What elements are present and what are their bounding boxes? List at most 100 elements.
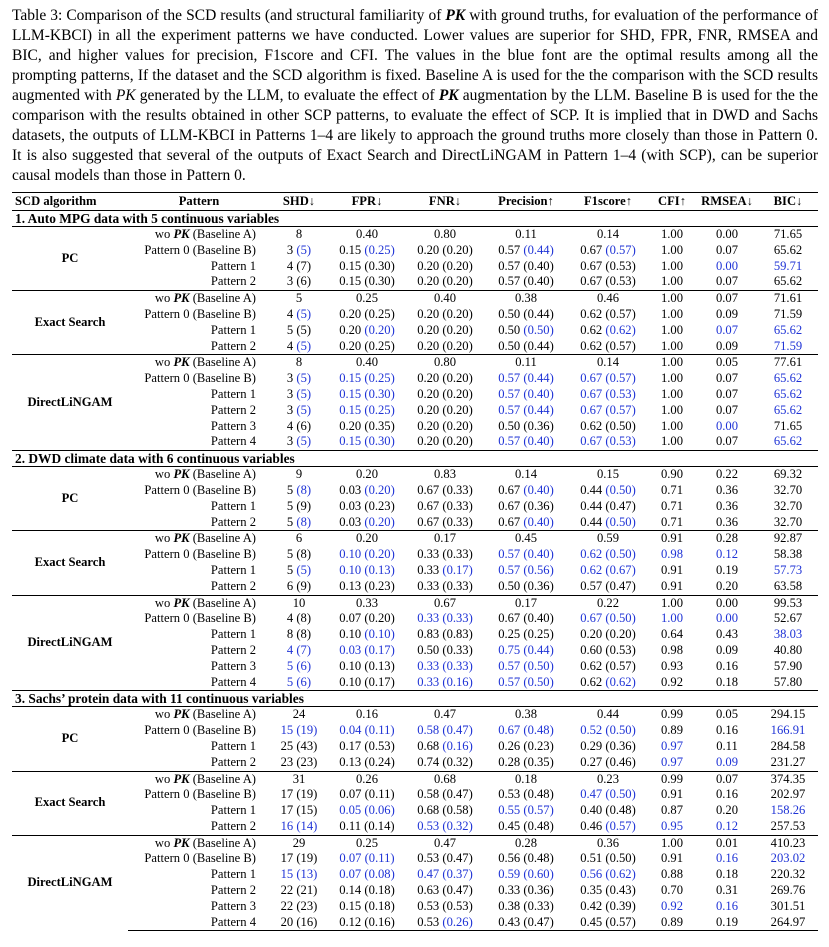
value-cell: 0.57 (0.47) xyxy=(580,578,636,593)
pattern-cell: Pattern 1 xyxy=(210,562,256,577)
value-cell: 0.97 xyxy=(648,739,696,755)
pattern-cell: Pattern 2 xyxy=(210,578,256,593)
table-row: Pattern 0 (Baseline B) 15 (19) 0.04 (0.11)… xyxy=(12,723,818,739)
value-cell: 0.38 xyxy=(514,707,538,722)
optimal-value: 57.73 xyxy=(773,562,803,577)
pattern-cell: Pattern 0 (Baseline B) xyxy=(144,242,256,257)
value-cell: 0.15 (0.25) xyxy=(328,403,406,419)
value-cell: 65.62 xyxy=(758,403,818,419)
optimal-value: (5) xyxy=(296,242,312,257)
value-cell: 5 (6) xyxy=(270,675,328,691)
value-cell: 0.83 (0.83) xyxy=(417,627,473,642)
value-cell: 0.62 (0.62) xyxy=(580,322,636,337)
value-cell: 1.00 xyxy=(648,354,696,372)
value-cell: 269.76 xyxy=(770,883,806,898)
pattern-cell: Pattern 1 xyxy=(210,738,256,753)
value-cell: 0.00 xyxy=(696,259,758,275)
value-cell: 0.51 (0.50) xyxy=(580,851,636,866)
value-cell: 0.09 xyxy=(715,306,739,321)
value-cell: 0.16 xyxy=(715,723,739,738)
optimal-value: 0.75 (0.44) xyxy=(498,642,554,657)
optimal-value: (0.20) xyxy=(364,514,395,529)
pattern-cell: Pattern 1 xyxy=(210,322,256,337)
optimal-value: 0.67 (0.57) xyxy=(580,371,636,386)
value-cell: 0.00 xyxy=(696,419,758,435)
section-title: 3. Sachs’ protein data with 11 continuou… xyxy=(12,690,818,708)
value-cell: 0.71 xyxy=(660,514,684,529)
value-cell: 0.50 (0.36) xyxy=(498,578,554,593)
optimal-value: 0.33 (0.33) xyxy=(417,658,473,673)
pattern-cell: Pattern 4 xyxy=(128,914,270,932)
value-cell: 0.01 xyxy=(696,834,758,852)
value-cell: 0.57 (0.40) xyxy=(498,274,554,289)
table-row: Pattern 4 20 (16) 0.12 (0.16) 0.53 (0.26) 0.… xyxy=(12,914,818,932)
optimal-value: 158.26 xyxy=(770,803,806,818)
value-cell: 0.07 xyxy=(715,434,739,449)
optimal-value: 0.57 (0.50) xyxy=(498,674,554,689)
value-cell: 0.20 (0.20) xyxy=(417,242,473,257)
value-cell: 0.20 xyxy=(715,578,739,593)
pattern-cell: Pattern 0 (Baseline B) xyxy=(144,482,256,497)
optimal-value: (0.50) xyxy=(605,514,636,529)
value-cell: 5 (6) xyxy=(270,659,328,675)
value-cell: 0.28 xyxy=(696,530,758,548)
value-cell: 0.68 (0.16) xyxy=(417,738,473,753)
optimal-value: 59.71 xyxy=(773,258,803,273)
value-cell: 0.14 (0.18) xyxy=(339,883,395,898)
optimal-value: (0.25) xyxy=(364,242,395,257)
pattern-cell: Pattern 0 (Baseline B) xyxy=(144,547,256,562)
value-cell: 0.11 xyxy=(484,354,568,372)
table-row: Pattern 0 (Baseline B) 17 (19) 0.07 (0.11)… xyxy=(12,851,818,867)
value-cell: 0.20 (0.20) xyxy=(417,434,473,449)
value-cell: 0.80 xyxy=(433,227,457,241)
value-cell: 0.67 (0.40) xyxy=(498,514,554,529)
value-cell: 0.33 (0.16) xyxy=(406,675,484,691)
value-cell: 0.10 (0.10) xyxy=(339,627,395,642)
header-f1score: F1score↑ xyxy=(568,192,648,211)
value-cell: 0.26 xyxy=(328,770,406,788)
value-cell: 0.58 (0.47) xyxy=(406,723,484,739)
optimal-value: 0.57 (0.44) xyxy=(498,371,554,386)
value-cell: 0.44 (0.50) xyxy=(580,514,636,529)
value-cell: 1.00 xyxy=(660,242,684,257)
optimal-value: 0.67 (0.57) xyxy=(580,402,636,417)
value-cell: 0.20 (0.35) xyxy=(339,418,395,433)
value-cell: 1.00 xyxy=(660,418,684,433)
table-row: Pattern 0 (Baseline B) 5 (8) 0.10 (0.20) 0.… xyxy=(12,547,818,563)
optimal-value: (0.20) xyxy=(364,482,395,497)
pattern-cell: Pattern 1 xyxy=(210,386,256,401)
value-cell: 203.02 xyxy=(758,851,818,867)
table-row: Pattern 2 23 (23) 0.13 (0.24) 0.74 (0.32) 0.… xyxy=(12,755,818,771)
optimal-value: 0.57 (0.56) xyxy=(498,562,554,577)
value-cell: 4 (7) xyxy=(286,258,312,273)
optimal-value: 0.09 xyxy=(715,754,739,769)
pattern-cell: Pattern 4 xyxy=(210,434,256,449)
value-cell: 1.00 xyxy=(660,274,684,289)
optimal-value: 0.57 (0.50) xyxy=(498,658,554,673)
optimal-value: 0.95 xyxy=(660,818,684,833)
value-cell: 0.05 xyxy=(696,354,758,372)
section-row: 2. DWD climate data with 6 continuous va… xyxy=(12,450,818,468)
algorithm-cell: PC xyxy=(61,490,79,505)
value-cell: 4 (6) xyxy=(286,418,312,433)
pk-label: PK xyxy=(173,707,190,722)
value-cell: 0.67 (0.33) xyxy=(417,514,473,529)
optimal-value: 0.33 (0.33) xyxy=(417,611,473,626)
value-cell: 0.22 xyxy=(715,467,739,482)
value-cell: 0.20 (0.25) xyxy=(339,338,395,353)
value-cell: 0.67 (0.57) xyxy=(580,242,636,257)
value-cell: 0.07 xyxy=(696,323,758,339)
value-cell: 0.55 (0.57) xyxy=(484,803,568,819)
value-cell: 0.80 xyxy=(406,354,484,372)
optimal-value: 0.67 (0.53) xyxy=(580,434,636,449)
value-cell: 0.93 xyxy=(660,658,684,673)
table-row: Pattern 1 15 (13) 0.07 (0.08) 0.47 (0.37) 0.… xyxy=(12,867,818,883)
value-cell: 20 (16) xyxy=(270,914,328,932)
algorithm-cell: Exact Search xyxy=(12,530,128,596)
value-cell: 0.19 xyxy=(696,914,758,932)
value-cell: 0.18 xyxy=(484,770,568,788)
value-cell: 22 (21) xyxy=(280,883,318,898)
value-cell: 0.60 (0.53) xyxy=(580,642,636,657)
value-cell: 1.00 xyxy=(660,227,684,241)
optimal-value: 1.00 xyxy=(660,611,684,626)
